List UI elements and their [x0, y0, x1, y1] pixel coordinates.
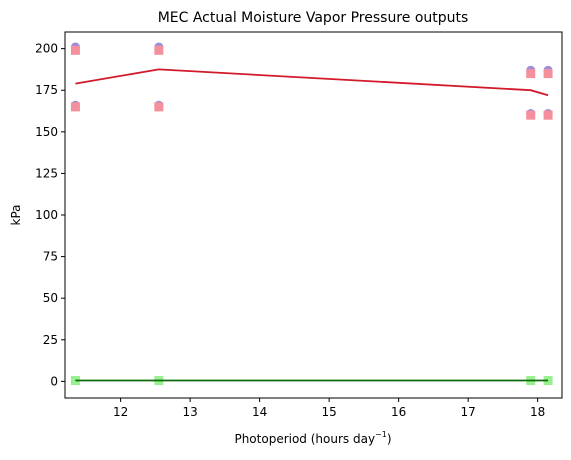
- x-axis-label: Photoperiod (hours day−1): [234, 430, 391, 446]
- chart-title: MEC Actual Moisture Vapor Pressure outpu…: [158, 10, 469, 26]
- y-axis: 0 25 50 75 100 125 150 175 200: [35, 42, 65, 388]
- series-line-3: [75, 68, 549, 97]
- x-tick-label: 16: [391, 405, 406, 419]
- y-tick-label: 0: [50, 374, 58, 388]
- x-tick-label: 12: [113, 405, 128, 419]
- data-point-1: [526, 110, 536, 120]
- data-point-1: [70, 45, 80, 55]
- x-tick-label: 15: [321, 405, 336, 419]
- data-point-1: [526, 69, 536, 79]
- x-axis-label-main: Photoperiod (hours day: [234, 432, 375, 446]
- x-tick-label: 18: [530, 405, 545, 419]
- data-point-1: [543, 110, 553, 120]
- x-axis: 12 13 14 15 16 17 18: [113, 398, 545, 419]
- y-tick-label: 25: [43, 333, 58, 347]
- x-tick-label: 13: [182, 405, 197, 419]
- x-tick-label: 14: [252, 405, 267, 419]
- y-tick-label: 125: [35, 166, 58, 180]
- plot-content: [70, 42, 553, 386]
- y-axis-label: kPa: [9, 205, 23, 226]
- data-point-1: [543, 69, 553, 79]
- y-tick-label: 175: [35, 83, 58, 97]
- x-tick-label: 17: [461, 405, 476, 419]
- x-axis-label-end: ): [387, 432, 392, 446]
- y-tick-label: 100: [35, 208, 58, 222]
- y-tick-label: 200: [35, 42, 58, 56]
- x-axis-label-sup: −1: [375, 430, 387, 439]
- data-point-1: [70, 102, 80, 112]
- y-tick-label: 50: [43, 291, 58, 305]
- y-tick-label: 150: [35, 125, 58, 139]
- y-tick-label: 75: [43, 250, 58, 264]
- data-point-1: [154, 45, 164, 55]
- data-point-1: [154, 102, 164, 112]
